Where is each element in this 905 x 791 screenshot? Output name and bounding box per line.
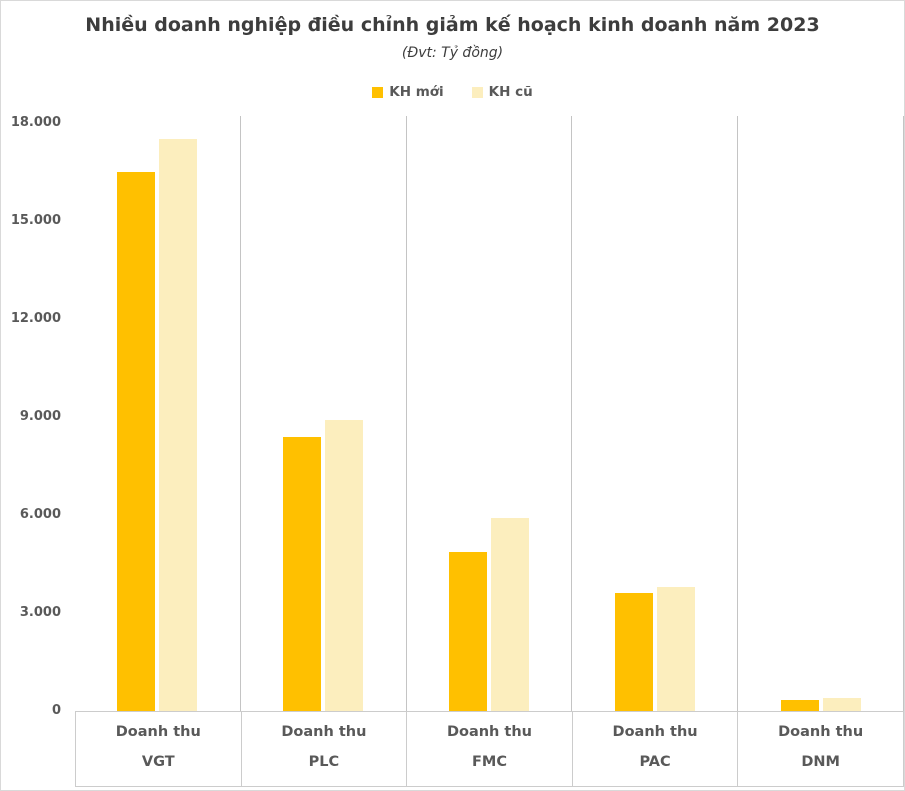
plot-columns [75, 116, 904, 711]
legend-swatch-icon [471, 86, 483, 98]
x-axis-category-plc: Doanh thu PLC [242, 712, 408, 786]
legend-label: KH cũ [488, 84, 533, 100]
category-label-line2: DNM [801, 754, 840, 770]
plot-column-fmc [407, 116, 573, 711]
y-axis-label-0: 0 [51, 703, 61, 718]
bar-kh-cũ-fmc [490, 518, 529, 711]
legend-swatch-icon [372, 86, 384, 98]
category-label-line1: Doanh thu [778, 724, 864, 740]
bar-kh-mới-plc [283, 437, 322, 711]
bar-kh-cũ-dnm [822, 698, 861, 711]
y-axis-label-18000: 18.000 [10, 115, 61, 130]
plot-column-vgt [75, 116, 241, 711]
plot-column-pac [572, 116, 739, 711]
bar-kh-mới-pac [614, 593, 653, 711]
bar-kh-mới-dnm [780, 700, 819, 711]
bar-kh-cũ-pac [656, 587, 695, 711]
x-axis-category-vgt: Doanh thu VGT [76, 712, 242, 786]
bar-kh-cũ-vgt [159, 139, 198, 711]
category-label-line2: PAC [639, 754, 671, 770]
category-label-line1: Doanh thu [612, 724, 698, 740]
y-axis-label-6000: 6.000 [19, 507, 61, 522]
y-axis-label-15000: 15.000 [10, 213, 61, 228]
plot-column-dnm [738, 116, 904, 711]
chart-title: Nhiều doanh nghiệp điều chỉnh giảm kế ho… [85, 14, 820, 36]
y-axis-label-9000: 9.000 [19, 409, 61, 424]
bar-kh-mới-fmc [448, 552, 487, 711]
legend-item-1: KH mới [372, 84, 444, 100]
plot-column-plc [241, 116, 407, 711]
category-label-line1: Doanh thu [281, 724, 367, 740]
category-label-line1: Doanh thu [115, 724, 201, 740]
x-axis-category-pac: Doanh thu PAC [573, 712, 739, 786]
y-axis-label-3000: 3.000 [19, 605, 61, 620]
x-axis-band: Doanh thu VGT Doanh thu PLC Doanh thu FMC Doan… [75, 711, 904, 787]
legend: KH mới KH cũ [1, 83, 904, 101]
x-axis-category-dnm: Doanh thu DNM [738, 712, 903, 786]
chart-subtitle: (Đvt: Tỷ đồng) [401, 45, 504, 61]
legend-label: KH mới [389, 84, 444, 100]
bar-kh-cũ-plc [325, 420, 364, 711]
x-axis-category-fmc: Doanh thu FMC [407, 712, 573, 786]
y-axis-label-12000: 12.000 [10, 311, 61, 326]
category-label-line1: Doanh thu [446, 724, 533, 740]
bar-kh-mới-vgt [117, 172, 156, 711]
category-label-line2: FMC [471, 754, 507, 770]
legend-item-2: KH cũ [471, 84, 533, 100]
category-label-line2: PLC [308, 754, 340, 770]
category-label-line2: VGT [141, 754, 175, 770]
